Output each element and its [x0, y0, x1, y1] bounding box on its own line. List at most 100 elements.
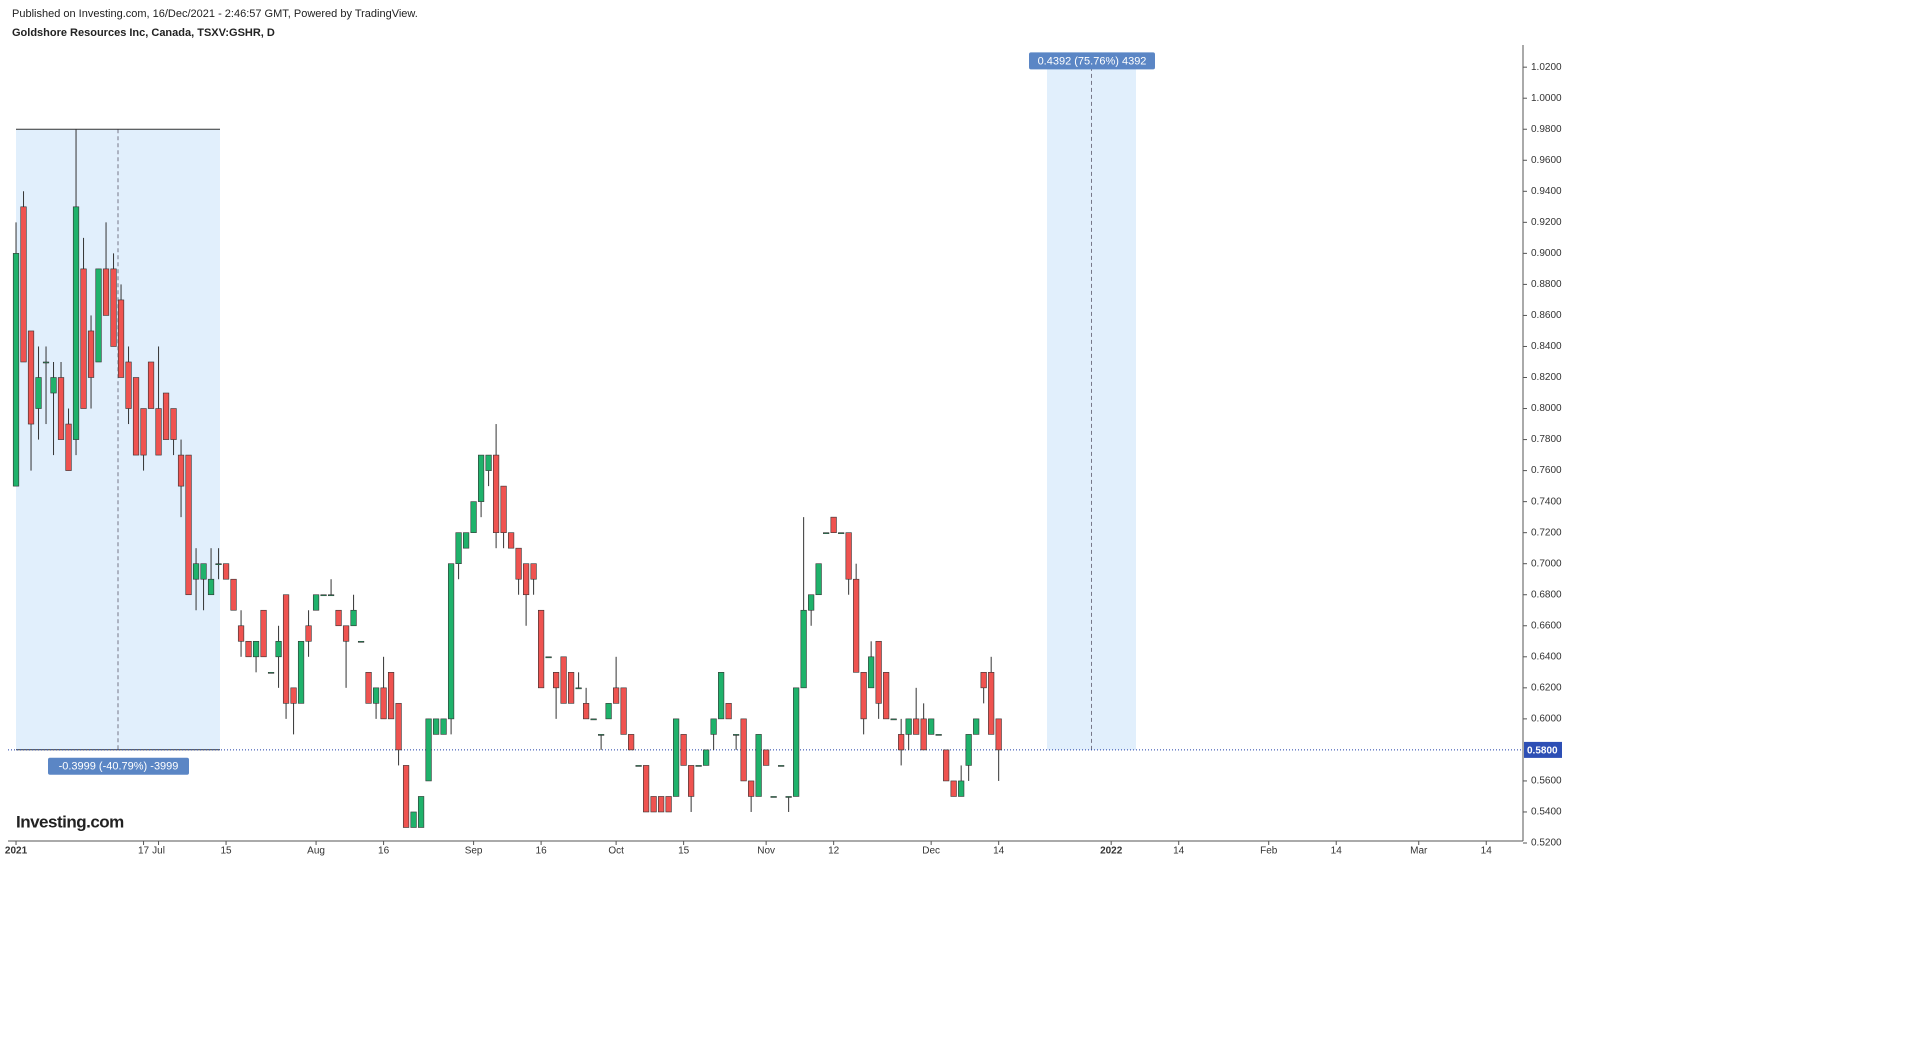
candle-body — [530, 563, 537, 580]
candle-body — [583, 703, 590, 720]
candle-body — [793, 687, 800, 797]
y-tick-label: 0.8200 — [1531, 372, 1562, 383]
x-tick-label: Nov — [757, 846, 775, 857]
candle-body — [688, 765, 695, 797]
candle-body — [890, 718, 897, 721]
x-tick-label: Jul — [152, 846, 165, 857]
x-tick-label: Dec — [922, 846, 940, 857]
candle-body — [995, 718, 1002, 751]
x-tick-label: 14 — [1481, 846, 1493, 857]
y-tick-label: 0.7000 — [1531, 558, 1562, 569]
candle-body — [553, 672, 560, 689]
candle-body — [868, 656, 875, 689]
candle-body — [327, 594, 335, 597]
x-tick-label: 14 — [993, 846, 1005, 857]
candle-body — [215, 563, 222, 566]
candle-body — [875, 640, 882, 704]
candle-body — [575, 687, 582, 690]
candle-body — [290, 687, 297, 704]
candle-body — [928, 718, 935, 735]
candle-body — [680, 734, 687, 766]
candle-body — [470, 501, 477, 533]
candle-body — [117, 299, 125, 378]
measure-label-box — [48, 757, 189, 775]
candle-body — [357, 640, 365, 643]
candle-body — [432, 718, 440, 735]
y-tick-label: 0.6000 — [1531, 714, 1562, 725]
candle-body — [620, 687, 627, 735]
y-tick-label: 0.7400 — [1531, 496, 1562, 507]
y-tick-label: 0.7200 — [1531, 527, 1562, 538]
y-tick-label: 0.9000 — [1531, 248, 1562, 259]
candle-body — [507, 532, 515, 549]
candle-body — [973, 718, 980, 735]
candle-body — [590, 718, 597, 721]
candle-body — [650, 796, 657, 813]
candle-body — [965, 734, 972, 766]
candle-body — [185, 454, 192, 596]
candle-body — [395, 703, 402, 751]
candle-body — [282, 594, 290, 704]
candle-body — [342, 625, 350, 642]
candle-body — [725, 703, 732, 720]
measure-label-box — [1029, 52, 1155, 70]
y-tick-label: 0.7600 — [1531, 465, 1562, 476]
candle-body — [57, 377, 65, 440]
candle-body — [733, 734, 740, 736]
y-tick-label: 0.5600 — [1531, 776, 1562, 787]
candle-body — [808, 594, 815, 611]
candle-body — [252, 640, 260, 658]
y-tick-label: 0.8800 — [1531, 279, 1562, 290]
candle-body — [538, 609, 545, 689]
candle-body — [335, 609, 342, 627]
logo: Investing.com — [16, 812, 124, 831]
candle-body — [192, 563, 200, 580]
candle-body — [380, 687, 387, 720]
candle-body — [718, 672, 725, 720]
symbol-title: Goldshore Resources Inc, Canada, TSXV:GS… — [12, 27, 275, 39]
measure-range — [1047, 68, 1136, 750]
candle-body — [658, 796, 665, 813]
x-tick-label: Sep — [465, 846, 483, 857]
candle-body — [140, 408, 147, 456]
candle-body — [673, 718, 680, 797]
candle-body — [387, 672, 395, 720]
x-tick-label: 16 — [378, 846, 390, 857]
candle-body — [823, 532, 830, 534]
candle-body — [410, 811, 417, 828]
candle-body — [958, 780, 965, 797]
candle-body — [477, 454, 485, 502]
candle-body — [695, 765, 702, 767]
candle-body — [665, 796, 672, 813]
last-price-label: 0.5800 — [1527, 746, 1558, 757]
y-tick-label: 1.0200 — [1531, 62, 1562, 73]
candle-body — [102, 268, 110, 316]
candle-body — [763, 749, 770, 766]
candle-body — [155, 408, 162, 456]
candle-body — [222, 563, 230, 580]
candle-body — [605, 703, 612, 720]
candle-body — [132, 377, 140, 456]
x-tick-label: 15 — [220, 846, 232, 857]
candle-body — [838, 532, 845, 534]
candle-body — [42, 361, 50, 364]
candle-body — [447, 563, 455, 720]
candle-body — [883, 672, 890, 720]
x-tick-label: 2021 — [5, 846, 28, 857]
x-tick-label: Mar — [1410, 846, 1428, 857]
candle-body — [320, 594, 327, 597]
candle-body — [402, 765, 410, 828]
candle-body — [628, 734, 635, 751]
y-tick-label: 0.9400 — [1531, 186, 1562, 197]
candle-body — [162, 392, 170, 440]
candle-body — [12, 253, 20, 487]
x-tick-label: Oct — [608, 846, 624, 857]
published-note: Published on Investing.com, 16/Dec/2021 … — [12, 8, 418, 20]
candle-body — [545, 656, 552, 659]
y-tick-label: 0.5400 — [1531, 807, 1562, 818]
candle-body — [740, 718, 747, 782]
candle-body — [845, 532, 852, 580]
candle-body — [365, 672, 372, 704]
candle-body — [147, 361, 155, 409]
x-tick-label: 2022 — [1100, 846, 1123, 857]
